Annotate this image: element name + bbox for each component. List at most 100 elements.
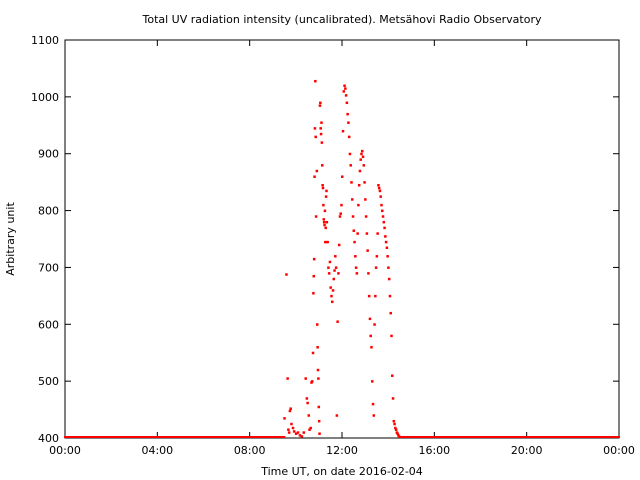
data-point <box>288 409 292 413</box>
data-point <box>366 249 369 252</box>
data-point <box>315 323 319 326</box>
data-point <box>287 431 291 434</box>
data-point <box>347 121 350 124</box>
x-tick-label: 20:00 <box>511 444 543 457</box>
data-point <box>318 104 322 107</box>
data-point <box>290 422 293 426</box>
data-point <box>314 135 317 139</box>
data-point <box>286 377 289 380</box>
data-point <box>341 175 344 178</box>
data-point <box>372 414 376 417</box>
data-point <box>320 141 324 144</box>
data-point <box>360 152 363 156</box>
data-point <box>328 260 332 264</box>
data-point <box>387 277 391 281</box>
y-tick-label: 900 <box>38 148 59 161</box>
data-point <box>336 320 339 323</box>
data-point <box>329 286 332 289</box>
plot-frame <box>64 39 620 439</box>
data-point <box>317 377 320 380</box>
data-point <box>327 272 331 275</box>
data-point <box>371 402 375 406</box>
data-point <box>361 155 365 159</box>
data-point <box>393 422 396 426</box>
data-point <box>300 435 304 438</box>
data-point <box>380 203 383 207</box>
data-point <box>351 198 354 201</box>
data-point <box>319 132 323 136</box>
data-point <box>311 351 315 355</box>
data-point <box>354 266 358 269</box>
data-point <box>353 240 356 244</box>
data-point <box>321 186 325 190</box>
data-point <box>287 428 290 431</box>
data-point <box>307 414 311 417</box>
data-point <box>334 266 338 269</box>
data-point <box>321 183 324 187</box>
data-point <box>356 232 359 235</box>
data-point <box>369 334 372 338</box>
y-tick-label: 500 <box>38 375 59 388</box>
data-point <box>392 419 396 423</box>
data-point <box>379 195 382 198</box>
x-axis-label: Time UT, on date 2016-02-04 <box>260 465 423 478</box>
data-point <box>309 426 312 430</box>
y-tick-label: 400 <box>38 432 59 445</box>
data-point <box>337 272 340 275</box>
data-point <box>367 294 371 298</box>
data-point <box>324 226 327 230</box>
data-point <box>349 164 352 167</box>
data-point <box>312 274 316 278</box>
data-point <box>317 419 321 423</box>
data-point <box>305 397 309 400</box>
data-point <box>365 232 369 235</box>
data-point <box>310 380 314 383</box>
data-point <box>361 149 364 153</box>
data-point <box>312 257 316 261</box>
data-point <box>334 255 337 258</box>
data-point <box>344 87 347 90</box>
data-point <box>397 435 401 438</box>
data-point <box>304 377 307 380</box>
data-point <box>381 209 384 213</box>
data-point <box>322 220 326 224</box>
data-point <box>320 164 324 167</box>
baseline-point <box>618 436 620 438</box>
data-point <box>283 417 286 420</box>
data-point <box>339 212 342 215</box>
data-point <box>388 294 392 298</box>
data-point <box>344 94 348 97</box>
data-point <box>323 209 327 213</box>
data-point <box>333 269 336 272</box>
data-point <box>378 189 382 193</box>
data-point <box>376 232 379 235</box>
data-point <box>319 101 322 105</box>
data-point <box>396 432 399 435</box>
data-point <box>351 215 355 218</box>
y-tick-label: 1100 <box>31 34 59 47</box>
data-point <box>338 215 342 218</box>
data-point <box>347 135 351 139</box>
data-point <box>314 215 318 218</box>
data-point <box>322 218 326 221</box>
x-tick-label: 04:00 <box>141 444 173 457</box>
data-point <box>373 323 376 326</box>
data-point <box>325 220 329 224</box>
y-tick-label: 800 <box>38 205 59 218</box>
x-tick-label: 08:00 <box>234 444 266 457</box>
x-axis: 00:00 04:00 08:00 12:00 16:00 20:00 00:00 <box>49 40 635 457</box>
data-point <box>359 158 362 161</box>
data-point <box>394 426 397 430</box>
data-point <box>385 246 389 250</box>
data-point <box>384 240 388 244</box>
data-point <box>294 432 298 435</box>
data-point <box>355 272 359 275</box>
y-axis: 400 500 600 700 800 900 1000 1100 <box>31 34 619 445</box>
data-point <box>375 255 379 258</box>
data-point <box>330 300 334 304</box>
x-tick-label: 16:00 <box>418 444 450 457</box>
x-tick-label: 00:00 <box>49 444 81 457</box>
data-point <box>326 240 329 244</box>
data-point <box>367 272 370 275</box>
